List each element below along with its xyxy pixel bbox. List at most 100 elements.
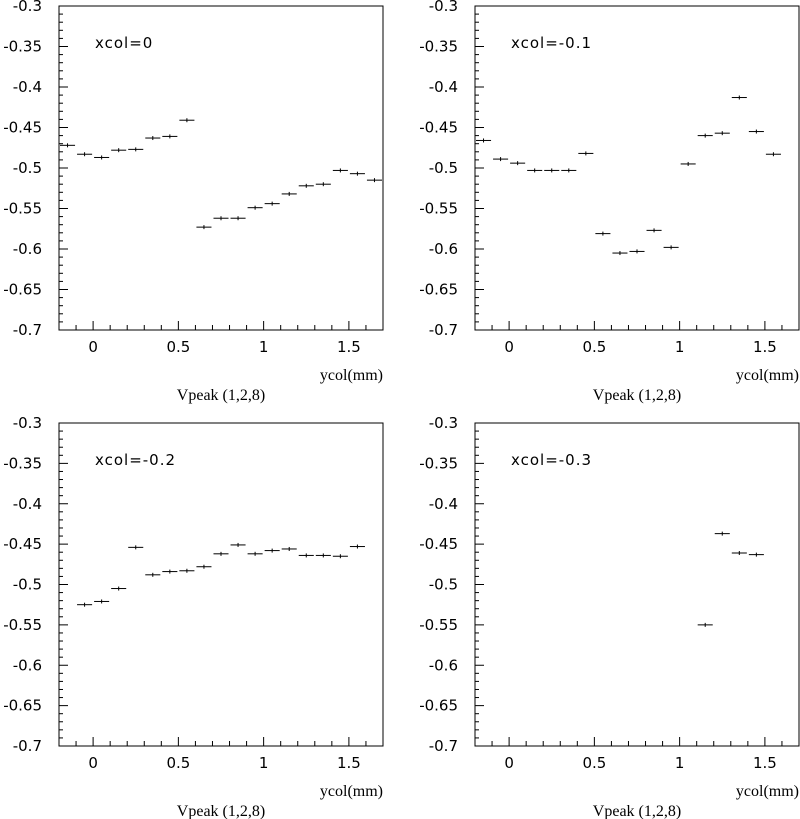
y-tick-label: -0.45 [3, 535, 42, 553]
y-tick-label: -0.6 [429, 240, 458, 258]
data-point [264, 548, 280, 553]
plot-caption: Vpeak (1,2,8) [177, 803, 265, 819]
y-tick-label: -0.55 [3, 616, 42, 634]
data-point [714, 531, 730, 536]
data-point [527, 168, 543, 173]
data-point [145, 136, 161, 141]
x-tick-label: 1.5 [753, 754, 777, 772]
data-point [332, 554, 348, 559]
y-tick-label: -0.7 [429, 321, 458, 339]
data-point [111, 148, 127, 153]
y-tick-label: -0.65 [419, 697, 458, 715]
data-point [196, 564, 212, 569]
x-tick-label: 1 [675, 754, 685, 772]
y-tick-label: -0.7 [13, 321, 42, 339]
data-point [544, 168, 560, 173]
y-tick-label: -0.65 [3, 697, 42, 715]
chart-panel-2: -0.3 -0.35 -0.4 -0.45 -0.5 -0.55 -0.6 -0.65 -0.7… [419, 0, 800, 404]
chart-panel-3: -0.3 -0.35 -0.4 -0.45 -0.5 -0.55 -0.6 -0.65 -0.7… [3, 414, 384, 819]
y-tick-label: -0.6 [13, 656, 42, 674]
x-tick-label: 0 [88, 754, 98, 772]
y-tick-label: -0.4 [13, 495, 42, 513]
x-tick-label: 0 [88, 338, 98, 356]
y-tick-label: -0.35 [419, 38, 458, 56]
data-point [315, 182, 331, 187]
y-tick-label: -0.5 [13, 576, 42, 594]
y-tick-label: -0.5 [429, 576, 458, 594]
panel-annotation: xcol=-0.3 [511, 451, 592, 469]
x-tick-label: 0.5 [582, 338, 606, 356]
x-tick-label: 1 [259, 338, 269, 356]
x-tick-label: 1.5 [753, 338, 777, 356]
chart-panel-4: -0.3 -0.35 -0.4 -0.45 -0.5 -0.55 -0.6 -0.65 -0.7… [419, 414, 800, 819]
x-axis-label: ycol(mm) [736, 783, 799, 800]
data-point [646, 228, 662, 233]
panel-annotation: xcol=-0.2 [95, 451, 176, 469]
data-point [196, 225, 212, 230]
x-axis-label: ycol(mm) [320, 783, 383, 800]
data-point [349, 171, 365, 176]
plot-frame [474, 422, 800, 747]
y-tick-label: -0.65 [3, 281, 42, 299]
plot-caption: Vpeak (1,2,8) [177, 387, 265, 404]
data-point [315, 553, 331, 558]
data-point [663, 245, 679, 250]
y-tick-label: -0.4 [429, 78, 458, 96]
plot-caption: Vpeak (1,2,8) [593, 387, 681, 404]
x-tick-label: 1 [259, 754, 269, 772]
y-tick-label: -0.6 [429, 656, 458, 674]
y-tick-label: -0.35 [3, 38, 42, 56]
data-point [612, 251, 628, 256]
data-point [680, 161, 696, 166]
y-tick-label: -0.3 [429, 0, 458, 15]
data-point [561, 168, 577, 173]
data-point [298, 183, 314, 188]
panel-annotation: xcol=-0.1 [511, 34, 592, 52]
panel-annotation: xcol=0 [95, 34, 153, 52]
data-point [748, 129, 764, 134]
y-tick-label: -0.65 [419, 281, 458, 299]
data-point [77, 602, 93, 607]
plot-frame [58, 422, 384, 747]
data-point [264, 201, 280, 206]
data-point [493, 157, 509, 162]
x-tick-label: 0 [504, 338, 514, 356]
y-tick-label: -0.5 [13, 159, 42, 177]
chart-panel-1: -0.3 -0.35 -0.4 -0.45 -0.5 -0.55 -0.6 -0.65 -0.7… [3, 0, 384, 404]
data-point [366, 178, 382, 183]
y-tick-label: -0.7 [13, 737, 42, 755]
x-tick-label: 1.5 [337, 338, 361, 356]
data-point [714, 131, 730, 136]
data-point [510, 161, 526, 166]
data-point [162, 134, 178, 139]
data-point [731, 551, 747, 556]
data-point [77, 152, 93, 157]
x-tick-label: 0.5 [166, 754, 190, 772]
y-tick-label: -0.3 [13, 414, 42, 432]
data-point [578, 151, 594, 156]
data-point [298, 553, 314, 558]
data-point [230, 542, 246, 547]
data-point [349, 544, 365, 549]
x-tick-label: 0.5 [582, 754, 606, 772]
y-tick-label: -0.4 [13, 78, 42, 96]
data-point [281, 546, 297, 551]
data-point [595, 231, 611, 236]
data-point [748, 552, 764, 557]
data-point [94, 155, 110, 160]
data-point [60, 143, 76, 148]
y-tick-label: -0.55 [3, 200, 42, 218]
data-point [128, 545, 144, 550]
x-tick-label: 0.5 [166, 338, 190, 356]
y-tick-label: -0.3 [429, 414, 458, 432]
data-point [281, 191, 297, 196]
y-tick-label: -0.55 [419, 616, 458, 634]
plot-caption: Vpeak (1,2,8) [593, 803, 681, 819]
x-axis-label: ycol(mm) [736, 367, 799, 384]
data-point [476, 138, 492, 143]
data-point [179, 118, 195, 123]
data-point [247, 205, 263, 210]
data-point [111, 586, 127, 591]
data-point [145, 572, 161, 577]
